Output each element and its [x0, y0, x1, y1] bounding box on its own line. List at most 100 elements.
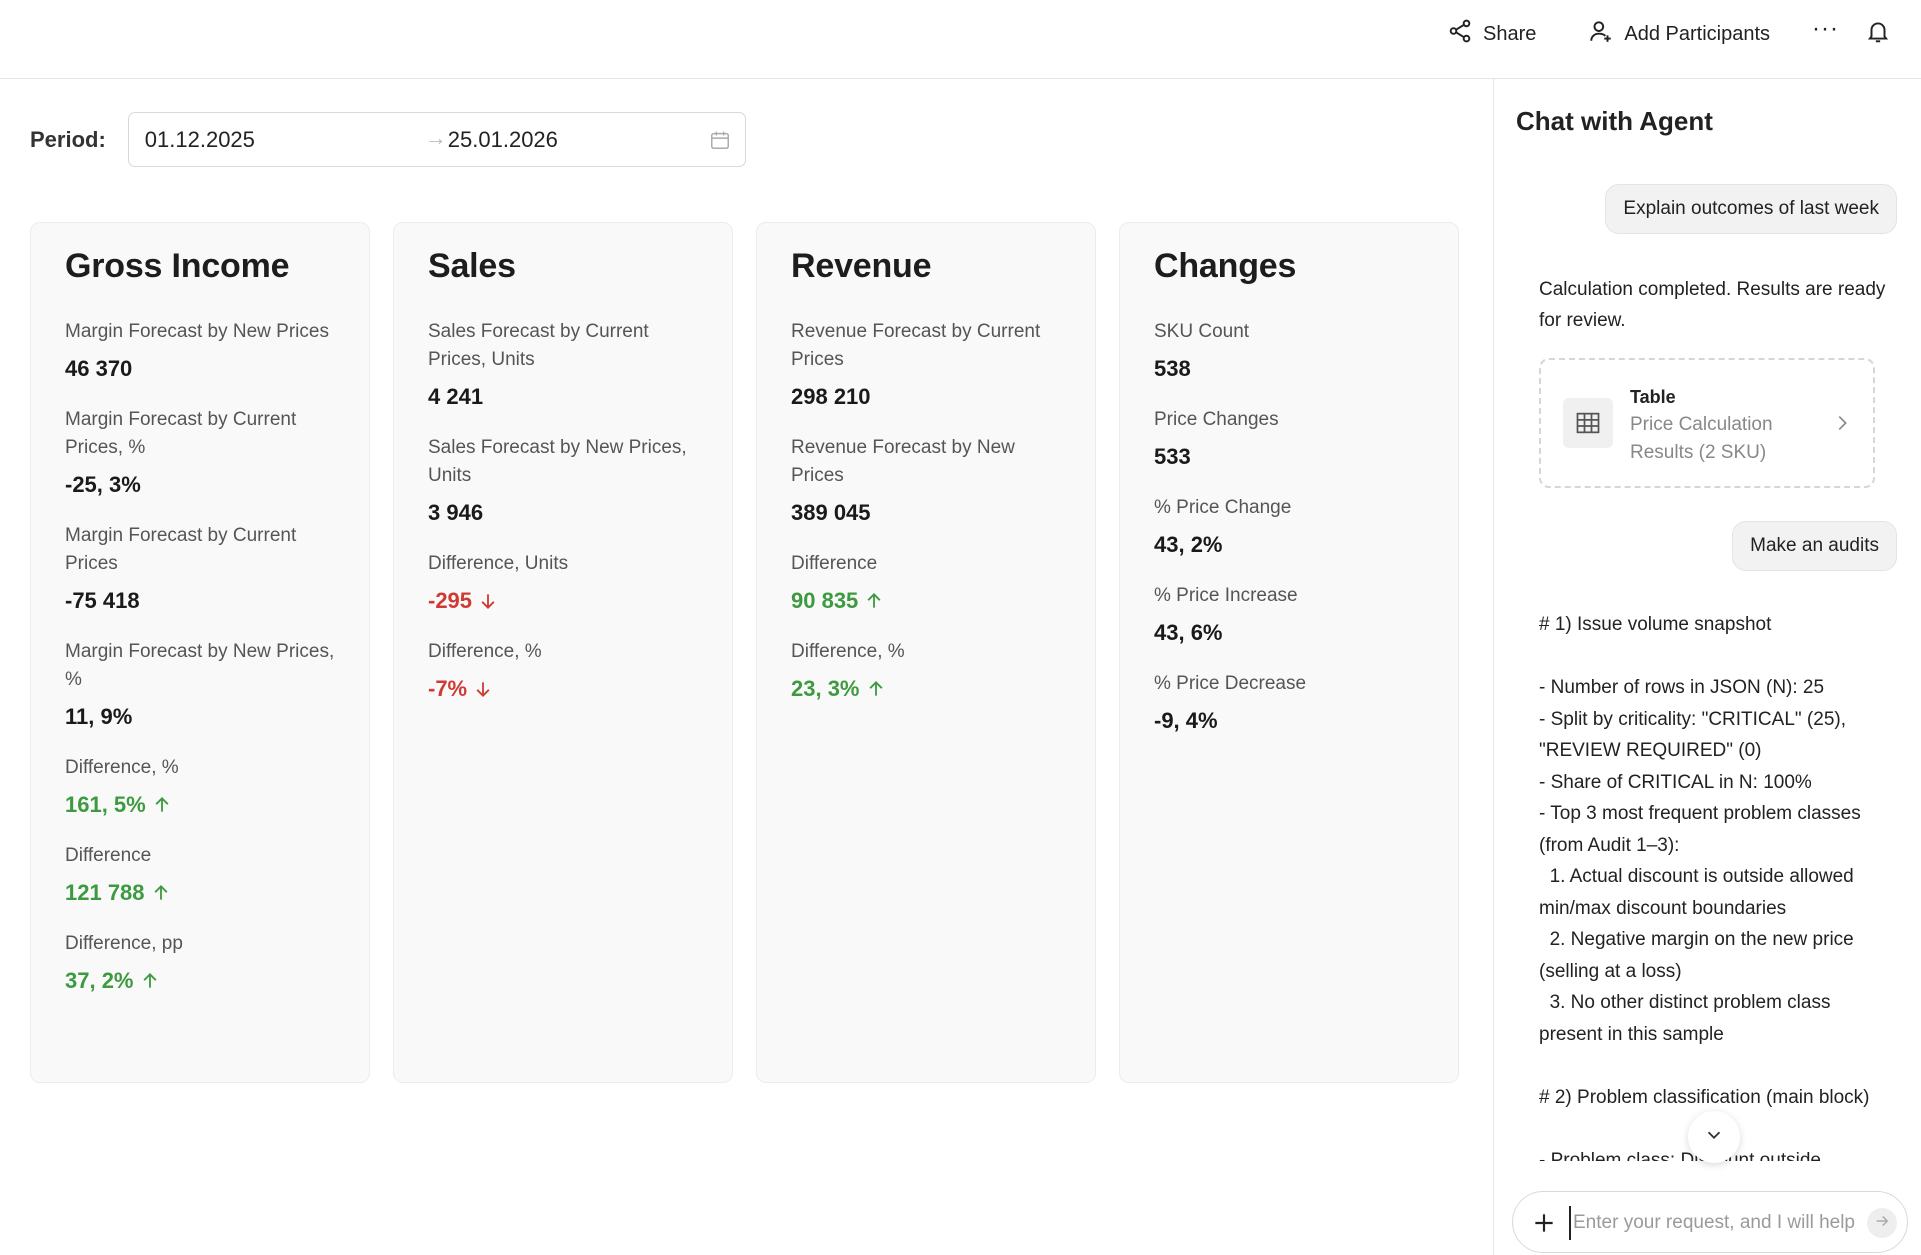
dashboard-main: Period: 01.12.2025 → 25.01.2026 Gross In…: [0, 79, 1493, 1255]
table-card-description: Price Calculation Results (2 SKU): [1630, 414, 1773, 463]
chevron-down-icon: [1703, 1124, 1725, 1151]
metric-label: Revenue Forecast by New Prices: [791, 437, 1015, 486]
metrics-list: Sales Forecast by Current Prices, Units 4…: [428, 318, 698, 702]
notifications-button[interactable]: [1865, 18, 1891, 50]
chat-input-box: [1512, 1191, 1908, 1253]
metric-value: 43, 6%: [1154, 620, 1424, 646]
share-label: Share: [1483, 22, 1537, 45]
arrow-down-icon: [473, 679, 493, 699]
metric-item: SKU Count 538: [1154, 318, 1424, 382]
add-participants-label: Add Participants: [1624, 22, 1771, 45]
metric-value: -295: [428, 588, 698, 614]
table-result-card[interactable]: Table Price Calculation Results (2 SKU): [1539, 358, 1875, 488]
period-row: Period: 01.12.2025 → 25.01.2026: [30, 112, 746, 167]
metric-value-text: -75 418: [65, 588, 140, 613]
card-gross-income: Gross Income Margin Forecast by New Pric…: [30, 222, 370, 1083]
period-label: Period:: [30, 126, 106, 152]
chat-panel: Chat with Agent Explain outcomes of last…: [1493, 79, 1921, 1255]
metric-item: Difference, % 23, 3%: [791, 638, 1061, 702]
calendar-icon[interactable]: [709, 129, 731, 151]
metrics-list: SKU Count 538 Price Changes 533 % Price Chan…: [1154, 318, 1424, 734]
send-arrow-icon: [1873, 1212, 1891, 1235]
share-button[interactable]: Share: [1447, 18, 1536, 50]
add-user-icon: [1588, 18, 1614, 50]
date-range-picker[interactable]: 01.12.2025 → 25.01.2026: [127, 112, 746, 167]
metric-item: % Price Increase 43, 6%: [1154, 582, 1424, 646]
table-icon: [1563, 398, 1613, 448]
metric-label: % Price Change: [1154, 497, 1292, 518]
metric-item: Margin Forecast by New Prices 46 370: [65, 318, 335, 382]
metric-item: Sales Forecast by New Prices, Units 3 946: [428, 434, 698, 526]
scroll-down-button[interactable]: [1688, 1111, 1740, 1163]
share-icon: [1447, 18, 1473, 50]
metric-item: Difference, % 161, 5%: [65, 754, 335, 818]
metric-item: Price Changes 533: [1154, 406, 1424, 470]
metric-value-text: 90 835: [791, 588, 859, 613]
metric-label: Difference, %: [428, 641, 542, 662]
metric-value-text: 23, 3%: [791, 676, 860, 701]
metric-value: 121 788: [65, 880, 335, 906]
card-title: Revenue: [791, 247, 932, 285]
metric-item: Margin Forecast by Current Prices, % -25,…: [65, 406, 335, 498]
metric-value-text: 37, 2%: [65, 968, 134, 993]
metric-value-text: 3 946: [428, 500, 484, 525]
chat-title: Chat with Agent: [1516, 106, 1713, 136]
metric-label: Difference, Units: [428, 553, 569, 574]
metric-value: 23, 3%: [791, 676, 1061, 702]
metric-value-text: -25, 3%: [65, 472, 141, 497]
metric-value: 90 835: [791, 588, 1061, 614]
date-to[interactable]: 25.01.2026: [447, 127, 558, 152]
arrow-up-icon: [151, 883, 171, 903]
send-button[interactable]: [1867, 1208, 1897, 1238]
date-from[interactable]: 01.12.2025: [144, 127, 255, 152]
metric-label: SKU Count: [1154, 321, 1250, 342]
metric-value: 4 241: [428, 384, 698, 410]
metric-value: -25, 3%: [65, 472, 335, 498]
chat-input[interactable]: [1569, 1206, 1865, 1240]
metric-value-text: 43, 6%: [1154, 620, 1223, 645]
arrow-up-icon: [152, 795, 172, 815]
metric-label: Sales Forecast by Current Prices, Units: [428, 321, 649, 370]
metric-item: Revenue Forecast by Current Prices 298 21…: [791, 318, 1061, 410]
metric-value: 389 045: [791, 500, 1061, 526]
arrow-down-icon: [478, 591, 498, 611]
bell-icon: [1865, 18, 1891, 50]
metric-label: % Price Decrease: [1154, 673, 1307, 694]
user-message: Make an audits: [1732, 521, 1897, 571]
arrow-up-icon: [866, 679, 886, 699]
metric-value: 43, 2%: [1154, 532, 1424, 558]
plus-icon[interactable]: [1531, 1210, 1557, 1236]
card-sales: Sales Sales Forecast by Current Prices, …: [393, 222, 733, 1083]
metric-item: Difference 121 788: [65, 842, 335, 906]
metric-value-text: -295: [428, 588, 473, 613]
card-changes: Changes SKU Count 538 Price Changes 533 % Pr…: [1119, 222, 1459, 1083]
metric-item: Margin Forecast by New Prices, % 11, 9%: [65, 638, 335, 730]
metric-label: Margin Forecast by New Prices, %: [65, 641, 335, 690]
metric-item: Sales Forecast by Current Prices, Units 4…: [428, 318, 698, 410]
arrow-up-icon: [864, 591, 884, 611]
metric-value-text: 533: [1154, 444, 1191, 469]
metric-value-text: 161, 5%: [65, 792, 146, 817]
metric-item: Difference 90 835: [791, 550, 1061, 614]
metric-value: 46 370: [65, 356, 335, 382]
metric-value-text: 538: [1154, 356, 1191, 381]
metric-item: Revenue Forecast by New Prices 389 045: [791, 434, 1061, 526]
metric-label: Difference: [791, 553, 878, 574]
metric-label: Margin Forecast by New Prices: [65, 321, 329, 342]
metric-value: 3 946: [428, 500, 698, 526]
metric-value-text: 121 788: [65, 880, 145, 905]
metric-value: -75 418: [65, 588, 335, 614]
metric-label: Difference, pp: [65, 933, 183, 954]
metric-label: Difference, %: [65, 757, 179, 778]
metric-cards: Gross Income Margin Forecast by New Pric…: [30, 222, 1459, 1083]
metric-value-text: 46 370: [65, 356, 133, 381]
more-options-button[interactable]: ···: [1812, 17, 1839, 51]
metric-value-text: 389 045: [791, 500, 871, 525]
metric-item: Difference, % -7%: [428, 638, 698, 702]
metric-label: Revenue Forecast by Current Prices: [791, 321, 1041, 370]
metric-value: -7%: [428, 676, 698, 702]
card-title: Gross Income: [65, 247, 290, 285]
metric-value-text: 4 241: [428, 384, 484, 409]
add-participants-button[interactable]: Add Participants: [1588, 18, 1770, 50]
metric-value-text: -9, 4%: [1154, 708, 1218, 733]
